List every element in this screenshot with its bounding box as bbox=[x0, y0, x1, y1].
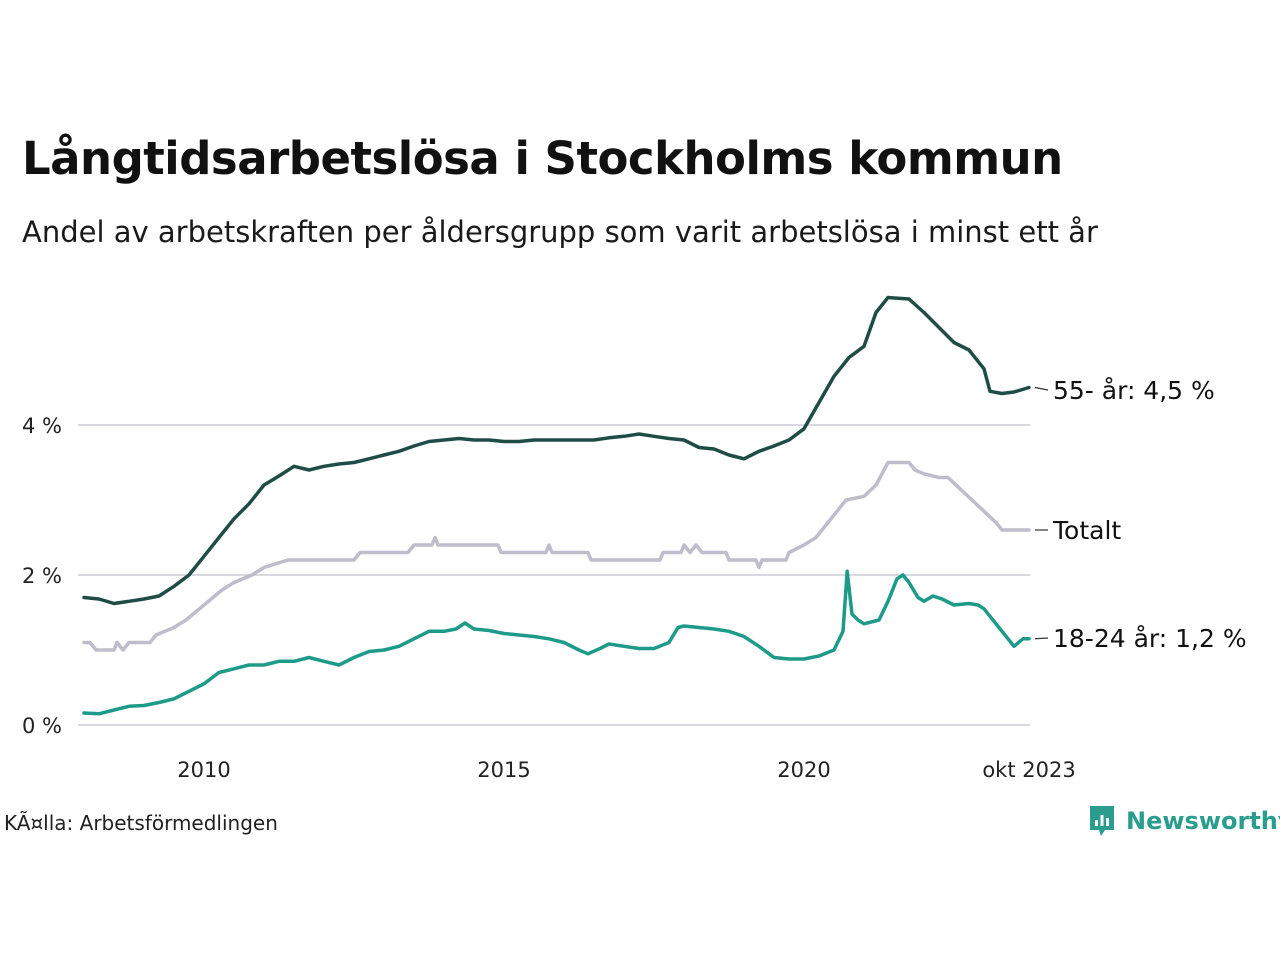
x-tick-label: 2010 bbox=[177, 758, 230, 782]
x-tick-label: 2015 bbox=[477, 758, 530, 782]
series-lines bbox=[82, 295, 1031, 716]
series-label-connector bbox=[1034, 637, 1049, 640]
y-tick-label: 0 % bbox=[22, 714, 62, 738]
x-axis-labels: 2010 2015 2020 okt 2023 bbox=[177, 758, 1075, 782]
logo-text: Newsworthy bbox=[1126, 807, 1280, 835]
series-end-labels: 55- år: 4,5 % Totalt 18-24 år: 1,2 % bbox=[1034, 376, 1247, 653]
series-line-0 bbox=[82, 295, 1031, 606]
newsworthy-logo: Newsworthy bbox=[1088, 804, 1280, 838]
chart-subtitle: Andel av arbetskraften per åldersgrupp s… bbox=[22, 215, 1098, 249]
chart-title: Långtidsarbetslösa i Stockholms kommun bbox=[22, 132, 1063, 185]
y-tick-label: 4 % bbox=[22, 414, 62, 438]
gridlines bbox=[78, 424, 1030, 726]
y-tick-label: 2 % bbox=[22, 564, 62, 588]
series-line-1 bbox=[82, 460, 1031, 652]
series-line-2 bbox=[82, 569, 1031, 716]
series-end-label: 18-24 år: 1,2 % bbox=[1053, 624, 1247, 653]
x-tick-label: 2020 bbox=[777, 758, 830, 782]
series-end-label: Totalt bbox=[1052, 516, 1121, 545]
newsworthy-logo-icon bbox=[1090, 806, 1114, 836]
series-label-connector bbox=[1034, 386, 1049, 391]
x-tick-label: okt 2023 bbox=[982, 758, 1075, 782]
series-end-label: 55- år: 4,5 % bbox=[1053, 376, 1215, 405]
y-axis-labels: 0 % 2 % 4 % bbox=[22, 414, 62, 738]
source-note: KÃ¤lla: Arbetsförmedlingen bbox=[4, 811, 278, 835]
